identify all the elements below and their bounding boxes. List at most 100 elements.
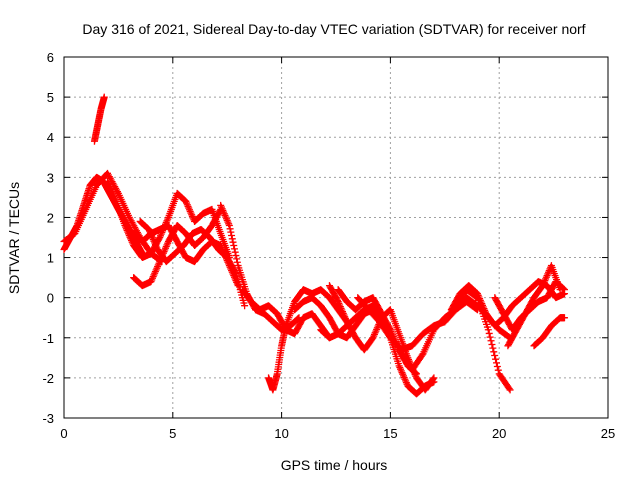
data-point [479, 303, 487, 311]
data-point [340, 311, 348, 319]
data-point [186, 207, 194, 215]
y-tick-label: 4 [47, 130, 54, 145]
data-point [106, 184, 114, 192]
data-point [493, 363, 501, 371]
data-point [100, 93, 108, 101]
axis-ticks: 0 5 10 15 20 25 -3 -2 -1 0 1 2 3 4 5 6 [42, 50, 615, 441]
data-point [187, 209, 195, 217]
data-point [402, 377, 410, 385]
data-point [185, 206, 193, 214]
data-point [228, 235, 236, 243]
data-point [105, 181, 113, 189]
series-track-13 [325, 282, 438, 394]
data-point [123, 226, 131, 234]
data-point [506, 386, 514, 394]
x-tick-label: 20 [492, 426, 506, 441]
data-point [183, 199, 191, 207]
data-point [371, 329, 379, 337]
data-point [151, 269, 159, 277]
data-point [411, 371, 419, 379]
data-point [373, 324, 381, 332]
data-point [474, 291, 482, 299]
series-track-18 [447, 278, 568, 330]
data-point [145, 225, 153, 233]
data-point [401, 375, 409, 383]
data-point [556, 286, 564, 294]
data-point [220, 210, 228, 218]
data-point [152, 242, 160, 250]
data-point [334, 298, 342, 306]
data-point [221, 211, 229, 219]
data-point [156, 234, 164, 241]
data-point [342, 316, 350, 324]
data-point [233, 258, 241, 266]
data-point [485, 329, 493, 337]
data-point [152, 266, 160, 274]
data-point [156, 232, 164, 240]
data-point [377, 308, 385, 316]
data-point [333, 296, 341, 304]
data-point [164, 239, 172, 247]
data-point [151, 239, 159, 247]
data-point [217, 201, 225, 209]
data-point [544, 270, 552, 278]
data-point [480, 305, 488, 313]
data-point [182, 197, 190, 205]
y-tick-label: -2 [42, 371, 54, 386]
data-point [162, 244, 170, 252]
data-point [545, 268, 553, 276]
data-point [372, 327, 380, 335]
x-tick-label: 15 [383, 426, 397, 441]
data-point [543, 272, 551, 280]
y-tick-label: 6 [47, 50, 54, 65]
data-point [163, 241, 171, 249]
y-axis-label: SDTVAR / TECUs [6, 182, 22, 294]
data-point [395, 362, 403, 370]
data-point [481, 306, 489, 314]
data-point [542, 275, 550, 283]
data-point [400, 374, 408, 382]
data-point [491, 351, 499, 359]
series-track-3 [90, 93, 108, 145]
data-point [541, 277, 549, 285]
data-point [150, 271, 158, 279]
data-point [539, 280, 547, 288]
x-tick-label: 0 [60, 426, 67, 441]
data-point [540, 278, 548, 286]
data-point [397, 367, 405, 375]
x-axis-label: GPS time / hours [281, 457, 388, 473]
data-point [183, 201, 191, 209]
series-track-20 [504, 262, 564, 350]
data-point [109, 191, 117, 199]
data-point [230, 245, 238, 253]
data-point [106, 182, 114, 190]
data-point [218, 205, 226, 213]
data-point [225, 220, 233, 228]
data-point [124, 228, 132, 236]
data-point [486, 333, 494, 341]
data-point [490, 348, 498, 356]
data-point [150, 237, 158, 245]
series-track-8 [217, 201, 303, 334]
data-point [492, 355, 500, 363]
data-point [146, 229, 154, 237]
data-point [224, 218, 232, 226]
data-point [220, 208, 228, 216]
data-point [473, 290, 481, 298]
data-point [229, 238, 237, 246]
data-point [402, 379, 410, 387]
data-point [398, 369, 406, 377]
data-point [126, 233, 134, 241]
data-point [188, 212, 196, 220]
data-point [241, 302, 249, 310]
data-point [104, 177, 112, 185]
series-track-10 [265, 286, 351, 394]
data-point [370, 330, 378, 338]
data-point [370, 332, 378, 340]
data-point [147, 230, 155, 238]
data-point [484, 326, 492, 334]
data-point [560, 314, 568, 322]
data-point [476, 296, 484, 304]
data-point [505, 385, 513, 393]
series-track-4 [104, 177, 233, 262]
